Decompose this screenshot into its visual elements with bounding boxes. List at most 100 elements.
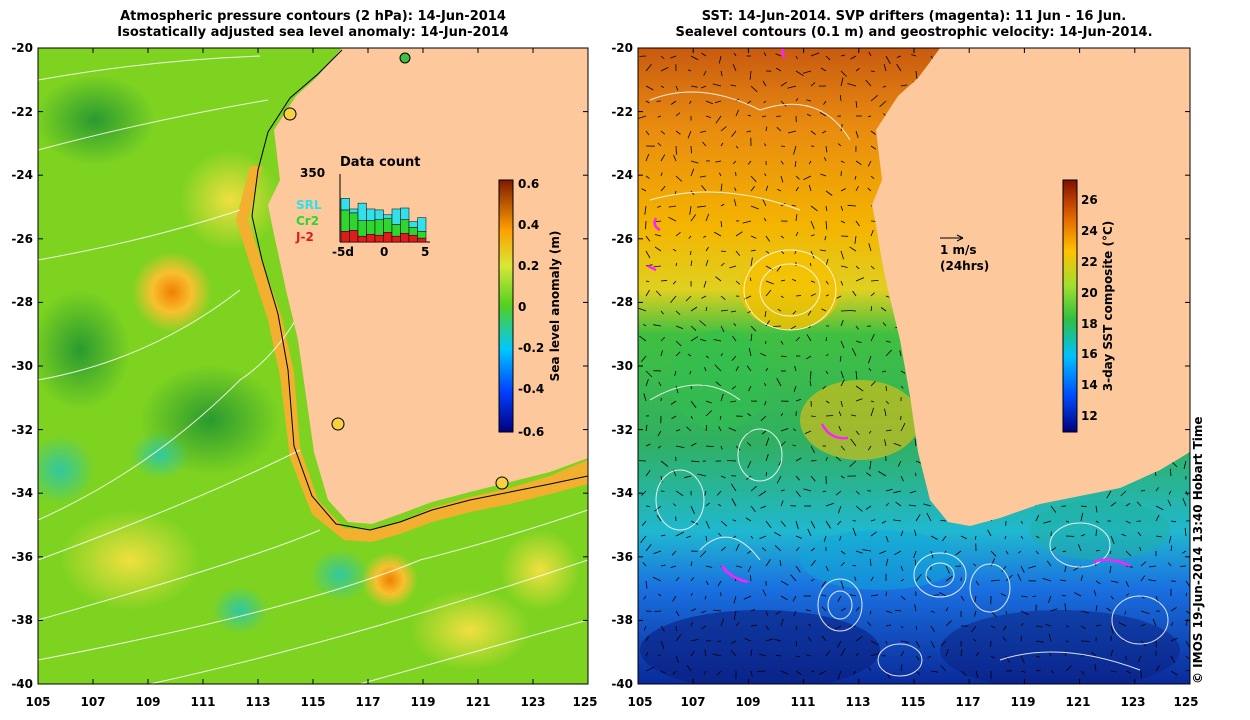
ssla-cbar-tick-0: 0 (518, 300, 526, 314)
sealevel-contours (649, 91, 1169, 677)
inset-bar-day2-srl (400, 207, 410, 220)
lon-label-right-121: 121 (1065, 695, 1090, 709)
inset-bar-day-3-cr2 (357, 220, 367, 237)
axis-tick-marks (37, 47, 1191, 685)
sst-features (640, 250, 1180, 684)
longitude-axis-left: 105 107 109 111 113 115 117 119 121 123 … (25, 695, 597, 709)
lat-label-left--34: -34 (11, 486, 33, 500)
lat-label-right--36: -36 (611, 550, 633, 564)
lat-label-right--30: -30 (611, 359, 633, 373)
lon-label-right-123: 123 (1120, 695, 1145, 709)
inset-bar-day-4-j2 (349, 230, 359, 243)
inset-bar-day-4-srl (349, 208, 359, 214)
inset-xtick-minus5: -5d (332, 245, 354, 259)
ssla-colorbar-label: Sea level anomaly (m) (548, 231, 562, 382)
inset-bar-day0-srl (383, 214, 393, 219)
lon-label-right-119: 119 (1010, 695, 1035, 709)
lat-label-right--38: -38 (611, 613, 633, 627)
lat-label-left--20: -20 (11, 41, 33, 55)
lat-label-right--22: -22 (611, 105, 633, 119)
ssla-cbar-tick-0.6: 0.6 (518, 177, 539, 191)
ssla-cbar-tick-minus0.6: -0.6 (518, 425, 544, 439)
inset-title: Data count (340, 155, 420, 170)
lat-label-right--20: -20 (611, 41, 633, 55)
lon-label-right-107: 107 (680, 695, 705, 709)
sst-land (872, 48, 1190, 526)
ssla-colorbar-ramp (498, 179, 514, 433)
sst-cbar-tick-18: 18 (1081, 317, 1098, 331)
sst-cbar-tick-24: 24 (1081, 224, 1098, 238)
lon-label-right-105: 105 (627, 695, 652, 709)
inset-bar-day-4-cr2 (349, 212, 359, 231)
left-title-line2: Isostatically adjusted sea level anomaly… (117, 25, 509, 40)
ssla-cbar-tick-minus0.4: -0.4 (518, 382, 544, 396)
inset-bar-day-2-j2 (366, 233, 376, 243)
sst-cbar-tick-26: 26 (1081, 193, 1098, 207)
inset-bar-day-5-j2 (340, 231, 350, 243)
inset-bar-day-5-srl (340, 198, 350, 211)
lat-label-left--40: -40 (11, 677, 33, 691)
sst-colorbar-ramp (1062, 179, 1078, 433)
inset-bar-day2-cr2 (400, 219, 410, 234)
inset-bar-day-3-j2 (357, 235, 367, 243)
lon-label-left-115: 115 (300, 695, 325, 709)
inset-bar-day4-srl (417, 217, 427, 232)
lat-label-left--36: -36 (11, 550, 33, 564)
ssla-cbar-tick-minus0.2: -0.2 (518, 341, 544, 355)
scale-arrow (940, 234, 964, 242)
lon-label-right-125: 125 (1173, 695, 1198, 709)
sst-cbar-tick-20: 20 (1081, 286, 1098, 300)
latitude-axis-right: -20 -22 -24 -26 -28 -30 -32 -34 -36 -38 … (611, 41, 633, 691)
ssla-map: Data count 350 SRL Cr2 J-2 -5d 0 5 (38, 48, 588, 684)
inset-bar-day1-srl (391, 208, 401, 225)
inset-bar-day1-j2 (391, 235, 401, 243)
lon-label-right-117: 117 (955, 695, 980, 709)
lon-label-left-105: 105 (25, 695, 50, 709)
lat-label-left--26: -26 (11, 232, 33, 246)
lon-label-left-123: 123 (520, 695, 545, 709)
lat-label-right--32: -32 (611, 423, 633, 437)
sst-cbar-tick-14: 14 (1081, 378, 1098, 392)
lat-label-left--32: -32 (11, 423, 33, 437)
sst-cbar-tick-22: 22 (1081, 255, 1098, 269)
lat-label-left--38: -38 (11, 613, 33, 627)
right-title-line1: SST: 14-Jun-2014. SVP drifters (magenta)… (701, 9, 1127, 24)
inset-bar-day0-cr2 (383, 218, 393, 233)
lat-label-right--26: -26 (611, 232, 633, 246)
ssla-isobath (251, 49, 588, 531)
inset-xtick-5: 5 (421, 245, 429, 259)
latitude-axis-left: -20 -22 -24 -26 -28 -30 -32 -34 -36 -38 … (11, 41, 33, 691)
ssla-colorbar-ticks: 0.6 0.4 0.2 0 -0.2 -0.4 -0.6 (518, 177, 544, 439)
sst-colorbar-label: 3-day SST composite (°C) (1101, 221, 1115, 392)
lon-label-left-109: 109 (135, 695, 160, 709)
inset-xtick-0: 0 (380, 245, 388, 259)
inset-bar-day0-j2 (383, 232, 393, 243)
longitude-axis-right: 105 107 109 111 113 115 117 119 121 123 … (627, 695, 1198, 709)
inset-bar-day-2-cr2 (366, 220, 376, 235)
inset-bar-day-5-cr2 (340, 209, 350, 232)
sst-cbar-tick-16: 16 (1081, 347, 1098, 361)
lon-label-right-109: 109 (735, 695, 760, 709)
inset-legend-j2: J-2 (295, 230, 314, 244)
lon-label-left-125: 125 (572, 695, 597, 709)
tide-gauge-markers (283, 52, 509, 490)
left-title-line1: Atmospheric pressure contours (2 hPa): 1… (120, 9, 506, 24)
inset-bar-day-2-srl (366, 208, 376, 221)
lat-label-right--40: -40 (611, 677, 633, 691)
lat-label-right--24: -24 (611, 168, 633, 182)
inset-bar-day3-cr2 (408, 227, 418, 236)
inset-bar-day-1-srl (374, 209, 384, 220)
sst-map: 1 m/s (24hrs) (638, 48, 1190, 684)
lon-label-left-111: 111 (190, 695, 215, 709)
inset-bar-day2-j2 (400, 233, 410, 243)
inset-bar-day4-cr2 (417, 231, 427, 239)
lat-label-left--22: -22 (11, 105, 33, 119)
imos-credit-text: © IMOS 19-Jun-2014 13:40 Hobart Time (1191, 416, 1205, 684)
inset-bar-day3-j2 (408, 234, 418, 243)
inset-bar-day1-cr2 (391, 224, 401, 237)
lon-label-left-121: 121 (465, 695, 490, 709)
lat-label-right--28: -28 (611, 295, 633, 309)
ssla-colorbar: 0.6 0.4 0.2 0 -0.2 -0.4 -0.6 Sea level a… (498, 177, 562, 439)
inset-bar-day4-j2 (417, 237, 427, 243)
